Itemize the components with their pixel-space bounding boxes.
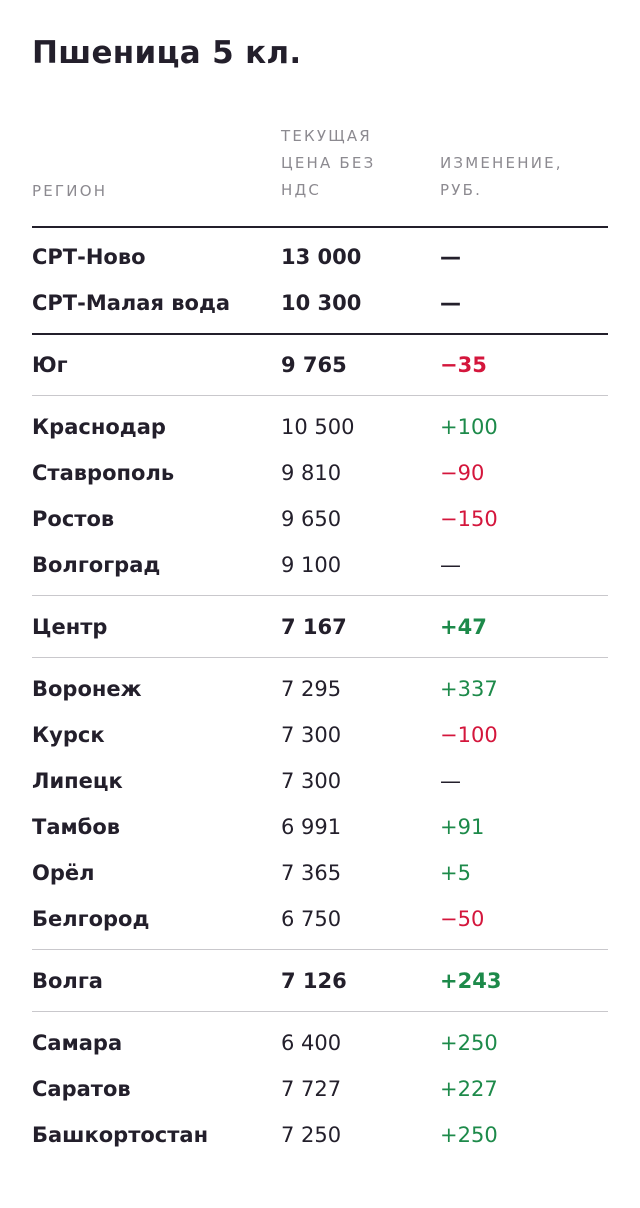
region-cell: Краснодар <box>32 415 166 439</box>
price-cell: 6 750 <box>281 907 342 931</box>
table-row: Ставрополь 9 810 −90 <box>0 450 640 496</box>
price-cell: 7 167 <box>281 615 347 639</box>
price-cell: 9 100 <box>281 553 342 577</box>
page-title: Пшеница 5 кл. <box>32 35 302 71</box>
table-row: Саратов 7 727 +227 <box>0 1066 640 1112</box>
change-cell: +47 <box>440 615 487 639</box>
row-divider <box>32 657 608 658</box>
header-divider <box>32 226 608 228</box>
change-cell: +227 <box>440 1077 498 1101</box>
price-cell: 7 126 <box>281 969 347 993</box>
change-cell: +100 <box>440 415 498 439</box>
region-cell: Орёл <box>32 861 95 885</box>
change-cell: +243 <box>440 969 502 993</box>
price-cell: 7 300 <box>281 723 342 747</box>
group-divider <box>0 650 640 666</box>
price-cell: 7 727 <box>281 1077 342 1101</box>
region-cell: Воронеж <box>32 677 142 701</box>
price-cell: 9 810 <box>281 461 342 485</box>
group-divider <box>0 942 640 958</box>
region-cell: Ростов <box>32 507 115 531</box>
summary-row: Волга 7 126 +243 <box>0 958 640 1004</box>
table-row: Самара 6 400 +250 <box>0 1020 640 1066</box>
change-cell: — <box>440 769 461 793</box>
region-cell: СРТ-Ново <box>32 245 146 269</box>
region-cell: СРТ-Малая вода <box>32 291 231 315</box>
price-cell: 6 991 <box>281 815 342 839</box>
change-cell: −150 <box>440 507 498 531</box>
table-row: Липецк 7 300 — <box>0 758 640 804</box>
region-cell: Волга <box>32 969 103 993</box>
region-cell: Центр <box>32 615 108 639</box>
region-cell: Тамбов <box>32 815 121 839</box>
change-cell: −35 <box>440 353 487 377</box>
row-divider <box>32 395 608 396</box>
price-cell: 13 000 <box>281 245 362 269</box>
region-cell: Ставрополь <box>32 461 175 485</box>
region-cell: Волгоград <box>32 553 161 577</box>
table-row: Волгоград 9 100 — <box>0 542 640 588</box>
column-header-change: ИЗМЕНЕНИЕ, РУБ. <box>440 154 563 199</box>
table-row: Курск 7 300 −100 <box>0 712 640 758</box>
group-divider <box>0 326 640 342</box>
column-header-price: ТЕКУЩАЯ ЦЕНА БЕЗ НДС <box>281 127 376 199</box>
region-cell: Самара <box>32 1031 123 1055</box>
change-cell: +250 <box>440 1123 498 1147</box>
region-cell: Башкортостан <box>32 1123 209 1147</box>
group-divider <box>0 388 640 404</box>
change-cell: −90 <box>440 461 485 485</box>
price-table: СРТ-Ново 13 000 — СРТ-Малая вода 10 300 — Юг 9 … <box>0 228 640 1158</box>
region-cell: Липецк <box>32 769 123 793</box>
price-cell: 9 765 <box>281 353 347 377</box>
region-cell: Саратов <box>32 1077 131 1101</box>
summary-row: Центр 7 167 +47 <box>0 604 640 650</box>
region-cell: Белгород <box>32 907 150 931</box>
price-cell: 7 250 <box>281 1123 342 1147</box>
price-cell: 10 500 <box>281 415 355 439</box>
table-row: Тамбов 6 991 +91 <box>0 804 640 850</box>
column-header-region: РЕГИОН <box>32 182 108 200</box>
price-cell: 6 400 <box>281 1031 342 1055</box>
region-cell: Юг <box>32 353 68 377</box>
change-cell: −100 <box>440 723 498 747</box>
summary-row: Юг 9 765 −35 <box>0 342 640 388</box>
change-cell: +337 <box>440 677 498 701</box>
table-row: Орёл 7 365 +5 <box>0 850 640 896</box>
change-cell: −50 <box>440 907 485 931</box>
price-cell: 7 365 <box>281 861 342 885</box>
price-cell: 7 300 <box>281 769 342 793</box>
row-divider <box>32 333 608 335</box>
change-cell: +250 <box>440 1031 498 1055</box>
summary-row: СРТ-Малая вода 10 300 — <box>0 280 640 326</box>
change-cell: — <box>440 291 461 315</box>
table-row: Белгород 6 750 −50 <box>0 896 640 942</box>
table-header: РЕГИОН ТЕКУЩАЯ ЦЕНА БЕЗ НДС ИЗМЕНЕНИЕ, Р… <box>0 120 640 227</box>
table-row: Воронеж 7 295 +337 <box>0 666 640 712</box>
price-cell: 10 300 <box>281 291 362 315</box>
row-divider <box>32 949 608 950</box>
table-row: Башкортостан 7 250 +250 <box>0 1112 640 1158</box>
row-divider <box>32 1011 608 1012</box>
price-cell: 9 650 <box>281 507 342 531</box>
group-divider <box>0 1004 640 1020</box>
change-cell: — <box>440 245 461 269</box>
group-divider <box>0 588 640 604</box>
table-row: Ростов 9 650 −150 <box>0 496 640 542</box>
change-cell: +91 <box>440 815 485 839</box>
region-cell: Курск <box>32 723 105 747</box>
summary-row: СРТ-Ново 13 000 — <box>0 234 640 280</box>
table-row: Краснодар 10 500 +100 <box>0 404 640 450</box>
change-cell: — <box>440 553 461 577</box>
price-cell: 7 295 <box>281 677 342 701</box>
change-cell: +5 <box>440 861 471 885</box>
row-divider <box>32 595 608 596</box>
